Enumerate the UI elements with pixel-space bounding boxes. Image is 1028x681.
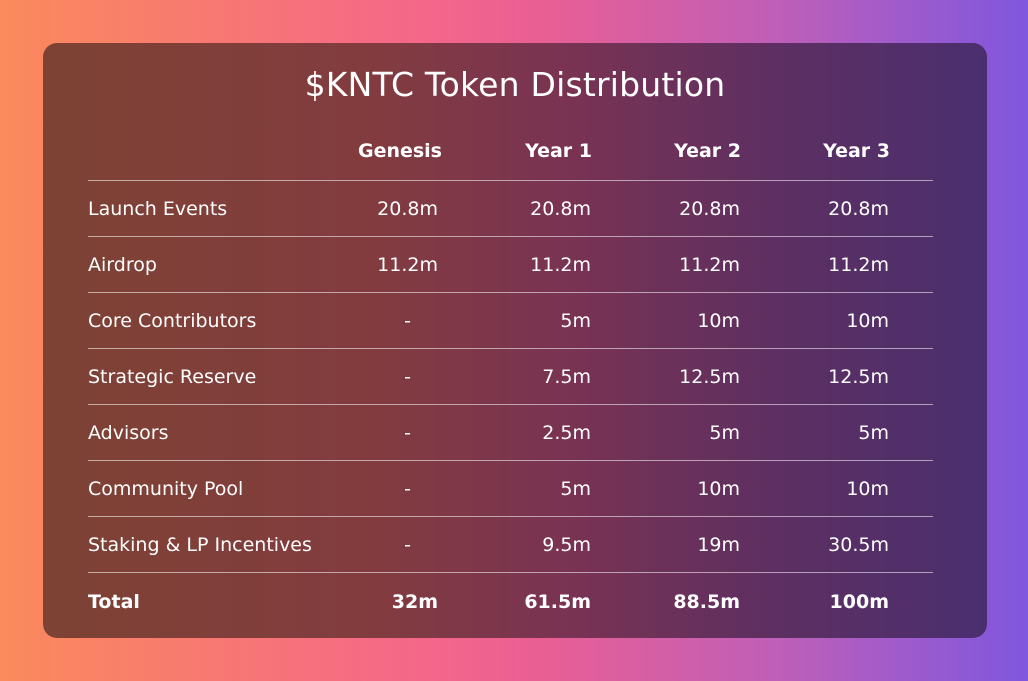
cell-genesis: - [346,516,483,573]
cell-year-2: 19m [635,516,784,573]
cell-year-1: 5m [483,292,635,349]
cell-year-3: 11.2m [784,236,933,293]
distribution-card: $KNTC Token Distribution Genesis Year 1 … [43,43,987,638]
header-blank [88,121,346,181]
cell-year-2: 11.2m [635,236,784,293]
cell-year-1: 11.2m [483,236,635,293]
cell-genesis: 20.8m [346,180,483,237]
cell-year-2: 10m [635,460,784,517]
cell-genesis: - [346,348,483,405]
distribution-table: Genesis Year 1 Year 2 Year 3 Launch Even… [88,121,933,631]
table-row: Strategic Reserve - 7.5m 12.5m 12.5m [88,348,933,405]
cell-year-3: 30.5m [784,516,933,573]
row-label: Launch Events [88,180,346,237]
cell-year-1: 9.5m [483,516,635,573]
row-label: Advisors [88,404,346,461]
table-row: Airdrop 11.2m 11.2m 11.2m 11.2m [88,236,933,293]
table-row: Staking & LP Incentives - 9.5m 19m 30.5m [88,516,933,573]
page-title: $KNTC Token Distribution [304,65,726,104]
row-label: Strategic Reserve [88,348,346,405]
table-header-row: Genesis Year 1 Year 2 Year 3 [88,121,933,181]
cell-year-1: 2.5m [483,404,635,461]
total-year-2: 88.5m [673,591,740,613]
cell-year-2: 5m [635,404,784,461]
total-row: Total 32m 61.5m 88.5m 100m [88,573,933,632]
cell-year-3: 10m [784,460,933,517]
cell-year-1: 5m [483,460,635,517]
row-label: Community Pool [88,460,346,517]
table-row: Advisors - 2.5m 5m 5m [88,404,933,461]
cell-year-2: 20.8m [635,180,784,237]
cell-year-3: 20.8m [784,180,933,237]
row-label: Airdrop [88,236,346,293]
header-year-1: Year 1 [483,121,635,181]
cell-year-1: 20.8m [483,180,635,237]
header-year-3: Year 3 [784,121,933,181]
total-genesis: 32m [391,591,438,613]
cell-year-3: 12.5m [784,348,933,405]
table-row: Community Pool - 5m 10m 10m [88,460,933,517]
cell-year-3: 10m [784,292,933,349]
table-row: Core Contributors - 5m 10m 10m [88,292,933,349]
cell-year-1: 7.5m [483,348,635,405]
cell-year-2: 10m [635,292,784,349]
table-row: Launch Events 20.8m 20.8m 20.8m 20.8m [88,180,933,237]
cell-year-2: 12.5m [635,348,784,405]
cell-genesis: - [346,404,483,461]
total-year-1: 61.5m [524,591,591,613]
total-label: Total [88,591,140,613]
cell-genesis: 11.2m [346,236,483,293]
cell-genesis: - [346,292,483,349]
cell-year-3: 5m [784,404,933,461]
header-year-2: Year 2 [635,121,784,181]
row-label: Core Contributors [88,292,346,349]
header-genesis: Genesis [346,121,483,181]
total-year-3: 100m [829,591,889,613]
cell-genesis: - [346,460,483,517]
row-label: Staking & LP Incentives [88,516,346,573]
